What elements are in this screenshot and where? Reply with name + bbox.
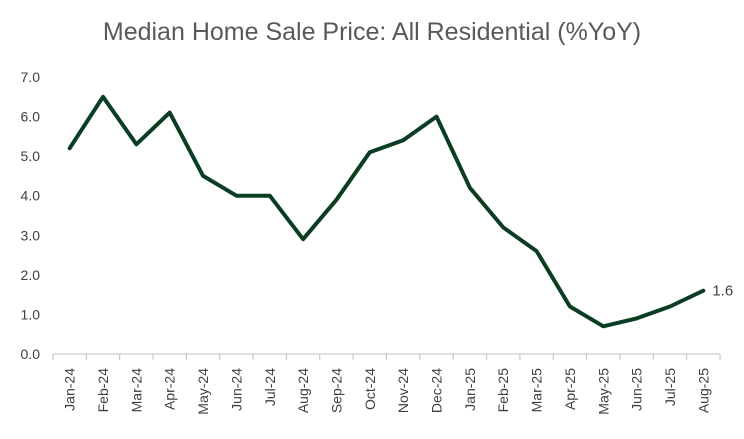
x-tick-label: May-24 xyxy=(195,368,211,415)
x-tick-label: Nov-24 xyxy=(395,368,411,413)
x-tick-label: Aug-24 xyxy=(295,368,311,413)
x-tick-label: Sep-24 xyxy=(328,368,344,413)
x-tick-label: Jun-25 xyxy=(629,368,645,411)
chart-title: Median Home Sale Price: All Residential … xyxy=(102,18,642,46)
x-tick-label: Apr-25 xyxy=(562,368,578,410)
y-tick-label: 6.0 xyxy=(21,109,41,125)
y-tick-label: 2.0 xyxy=(21,267,41,283)
x-tick-label: Jun-24 xyxy=(228,368,244,411)
x-tick-label: Dec-24 xyxy=(429,368,445,413)
y-tick-label: 3.0 xyxy=(21,227,41,243)
series-line xyxy=(67,94,706,329)
x-tick-label: Mar-24 xyxy=(128,368,144,413)
x-tick-label: Apr-24 xyxy=(162,368,178,410)
x-tick-label: Mar-25 xyxy=(529,368,545,413)
y-tick-label: 5.0 xyxy=(21,148,41,164)
x-tick-label: Jul-24 xyxy=(262,368,278,406)
x-tick-label: Aug-25 xyxy=(695,368,711,413)
x-tick-label: May-25 xyxy=(595,368,611,415)
x-tick-label: Feb-25 xyxy=(495,368,511,413)
x-tick-label: Jan-24 xyxy=(62,368,78,411)
data-label: 1.6 xyxy=(712,283,733,300)
x-tick-label: Oct-24 xyxy=(362,368,378,410)
y-tick-label: 4.0 xyxy=(21,188,41,204)
x-tick-label: Jul-25 xyxy=(662,368,678,406)
x-tick-label: Jan-25 xyxy=(462,368,478,411)
x-tick-label: Feb-24 xyxy=(95,368,111,413)
y-tick-label: 7.0 xyxy=(21,69,41,85)
y-tick-label: 0.0 xyxy=(21,346,41,362)
y-tick-label: 1.0 xyxy=(21,306,41,322)
